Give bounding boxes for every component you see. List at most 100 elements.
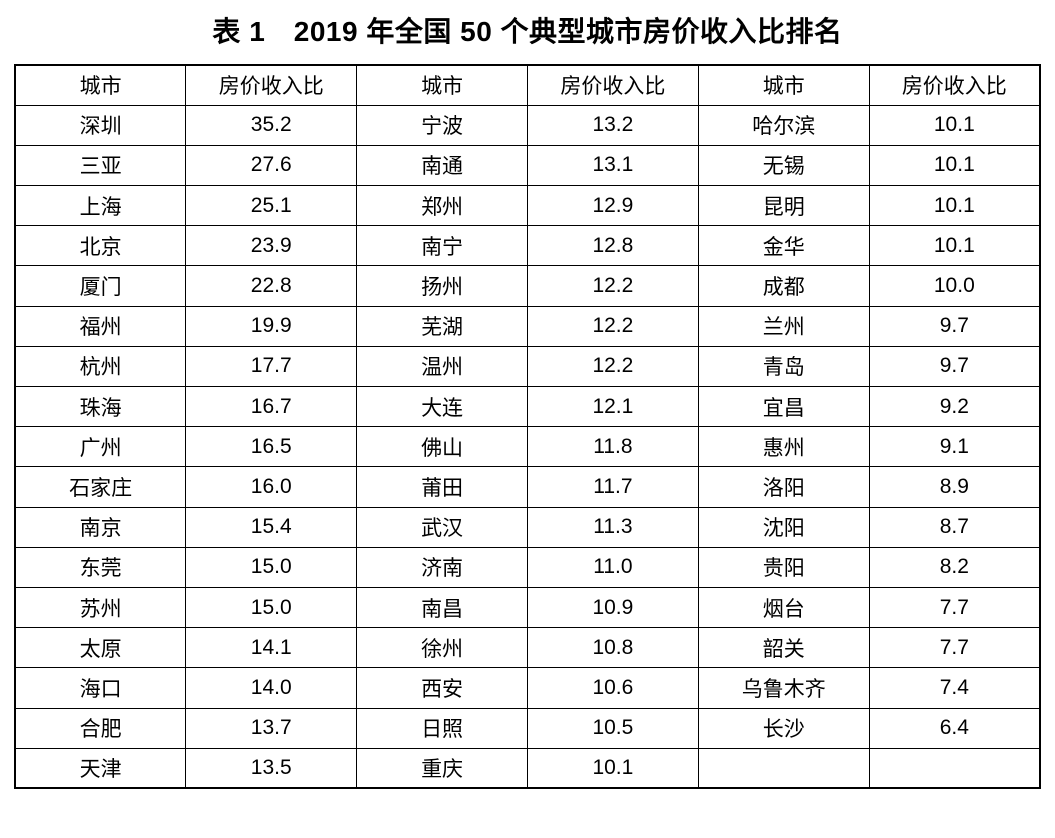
ratio-cell: 9.1: [868, 426, 1041, 468]
ratio-cell: 10.1: [868, 144, 1041, 187]
ratio-cell: 11.8: [526, 426, 699, 468]
table-title: 表 1 2019 年全国 50 个典型城市房价收入比排名: [212, 16, 843, 47]
ratio-cell: 22.8: [185, 265, 358, 307]
city-cell: 天津: [14, 747, 187, 789]
city-cell: 西安: [356, 667, 528, 709]
table-row: 三亚 27.6 南通 13.1 无锡 10.1: [14, 144, 1041, 187]
header-city: 城市: [356, 64, 528, 106]
city-cell: 上海: [14, 185, 187, 227]
ratio-cell: 12.8: [526, 225, 699, 267]
city-cell: 海口: [14, 667, 187, 709]
city-cell: 芜湖: [356, 305, 528, 347]
city-cell: 南京: [14, 506, 187, 548]
ratio-cell: 16.0: [185, 466, 358, 508]
ratio-cell: 13.2: [526, 104, 699, 146]
ratio-cell: 12.1: [526, 385, 699, 428]
table-row: 合肥 13.7 日照 10.5 长沙 6.4: [14, 707, 1041, 749]
city-cell: 昆明: [697, 185, 870, 227]
ratio-cell: 11.3: [526, 506, 699, 548]
city-cell: 福州: [14, 305, 187, 347]
table-row: 厦门 22.8 扬州 12.2 成都 10.0: [14, 265, 1041, 307]
ratio-cell: 12.2: [526, 305, 699, 347]
city-cell: 长沙: [697, 707, 870, 749]
city-cell: 北京: [14, 225, 187, 267]
ratio-cell: 25.1: [185, 185, 358, 227]
city-cell: 韶关: [697, 627, 870, 669]
table-row: 石家庄 16.0 莆田 11.7 洛阳 8.9: [14, 466, 1041, 508]
table-row: 东莞 15.0 济南 11.0 贵阳 8.2: [14, 546, 1041, 588]
city-cell: 贵阳: [697, 546, 870, 588]
city-cell: 大连: [356, 385, 528, 428]
ratio-cell: 14.1: [185, 627, 358, 669]
city-cell: 佛山: [356, 426, 528, 468]
city-cell: 太原: [14, 627, 187, 669]
ratio-cell: 11.0: [526, 546, 699, 588]
city-cell: 扬州: [356, 265, 528, 307]
city-cell: 合肥: [14, 707, 187, 749]
ratio-cell: 12.2: [526, 345, 699, 388]
city-cell: 乌鲁木齐: [697, 667, 870, 709]
city-cell: 宜昌: [697, 385, 870, 428]
ratio-cell: 10.1: [526, 747, 699, 789]
table-row: 天津 13.5 重庆 10.1: [14, 747, 1041, 789]
table-head: 城市 房价收入比 城市 房价收入比 城市 房价收入比: [14, 64, 1041, 106]
header-price-income-ratio: 房价收入比: [526, 64, 699, 106]
ratio-cell: 9.7: [868, 345, 1041, 388]
city-cell: 济南: [356, 546, 528, 588]
header-price-income-ratio: 房价收入比: [185, 64, 358, 106]
ratio-cell: 19.9: [185, 305, 358, 347]
city-cell: 温州: [356, 345, 528, 388]
document-page: 表 1 2019 年全国 50 个典型城市房价收入比排名 城市 房价收入比 城市 房价…: [14, 16, 1041, 790]
table-row: 南京 15.4 武汉 11.3 沈阳 8.7: [14, 506, 1041, 548]
city-cell: 南通: [356, 144, 528, 187]
header-city: 城市: [697, 64, 870, 106]
header-city: 城市: [14, 64, 187, 106]
city-cell: 沈阳: [697, 506, 870, 548]
ratio-cell: 11.7: [526, 466, 699, 508]
ratio-cell: 9.7: [868, 305, 1041, 347]
city-cell: 广州: [14, 426, 187, 468]
city-cell: 兰州: [697, 305, 870, 347]
city-cell: 成都: [697, 265, 870, 307]
city-cell: 厦门: [14, 265, 187, 307]
city-cell: 三亚: [14, 144, 187, 187]
ratio-cell: 10.1: [868, 104, 1041, 146]
ratio-cell: 10.1: [868, 185, 1041, 227]
ratio-cell: 7.7: [868, 627, 1041, 669]
city-cell: 无锡: [697, 144, 870, 187]
ratio-cell: 10.1: [868, 225, 1041, 267]
house-price-income-table: 城市 房价收入比 城市 房价收入比 城市 房价收入比 深圳 35.2 宁波 13.2 哈尔滨 10.…: [14, 64, 1041, 790]
ratio-cell: 12.2: [526, 265, 699, 307]
city-cell: 青岛: [697, 345, 870, 388]
table-header-row: 城市 房价收入比 城市 房价收入比 城市 房价收入比: [14, 64, 1041, 106]
ratio-cell: 8.2: [868, 546, 1041, 588]
city-cell: 珠海: [14, 385, 187, 428]
ratio-cell: 14.0: [185, 667, 358, 709]
ratio-cell: 8.7: [868, 506, 1041, 548]
ratio-cell: 15.0: [185, 546, 358, 588]
ratio-cell: [868, 747, 1041, 789]
ratio-cell: 6.4: [868, 707, 1041, 749]
ratio-cell: 9.2: [868, 385, 1041, 428]
city-cell: 南昌: [356, 586, 528, 629]
header-price-income-ratio: 房价收入比: [868, 64, 1041, 106]
city-cell: 苏州: [14, 586, 187, 629]
city-cell: 重庆: [356, 747, 528, 789]
city-cell: 郑州: [356, 185, 528, 227]
city-cell: 深圳: [14, 104, 187, 146]
city-cell: 莆田: [356, 466, 528, 508]
city-cell: 日照: [356, 707, 528, 749]
ratio-cell: 13.1: [526, 144, 699, 187]
ratio-cell: 16.5: [185, 426, 358, 468]
city-cell: 武汉: [356, 506, 528, 548]
table-row: 太原 14.1 徐州 10.8 韶关 7.7: [14, 627, 1041, 669]
ratio-cell: 17.7: [185, 345, 358, 388]
table-row: 苏州 15.0 南昌 10.9 烟台 7.7: [14, 586, 1041, 629]
city-cell: 惠州: [697, 426, 870, 468]
city-cell: 宁波: [356, 104, 528, 146]
ratio-cell: 35.2: [185, 104, 358, 146]
ratio-cell: 23.9: [185, 225, 358, 267]
table-row: 海口 14.0 西安 10.6 乌鲁木齐 7.4: [14, 667, 1041, 709]
ratio-cell: 12.9: [526, 185, 699, 227]
ratio-cell: 13.7: [185, 707, 358, 749]
